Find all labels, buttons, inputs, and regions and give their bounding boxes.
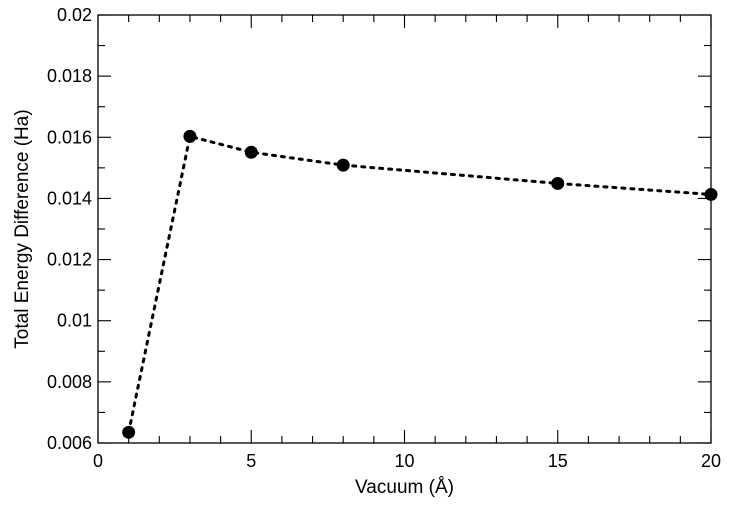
series-line bbox=[127, 134, 713, 434]
data-point bbox=[244, 145, 258, 159]
y-tick-label: 0.006 bbox=[47, 433, 92, 453]
x-tick-label: 0 bbox=[93, 451, 103, 471]
series-layer bbox=[122, 129, 718, 439]
y-tick-label: 0.018 bbox=[47, 66, 92, 86]
y-tick-label: 0.02 bbox=[57, 5, 92, 25]
ticks-layer: 0 5 10 15 20 0.006 0.008 0.01 0.012 0.014 0.016 0.0… bbox=[47, 5, 721, 471]
y-tick-label: 0.012 bbox=[47, 250, 92, 270]
y-tick-label: 0.008 bbox=[47, 372, 92, 392]
y-tick-label: 0.014 bbox=[47, 188, 92, 208]
y-tick-label: 0.016 bbox=[47, 127, 92, 147]
x-axis-label: Vacuum (Å) bbox=[355, 477, 454, 498]
x-tick-label: 5 bbox=[246, 451, 256, 471]
x-tick-label: 10 bbox=[394, 451, 414, 471]
y-axis-label: Total Energy Difference (Ha) bbox=[12, 109, 33, 348]
data-point bbox=[551, 176, 565, 190]
data-point bbox=[336, 158, 350, 172]
x-tick-label: 15 bbox=[548, 451, 568, 471]
data-point bbox=[183, 129, 197, 143]
plot-frame bbox=[97, 14, 712, 444]
data-point bbox=[122, 425, 136, 439]
y-tick-label: 0.01 bbox=[57, 311, 92, 331]
x-tick-label: 20 bbox=[701, 451, 721, 471]
